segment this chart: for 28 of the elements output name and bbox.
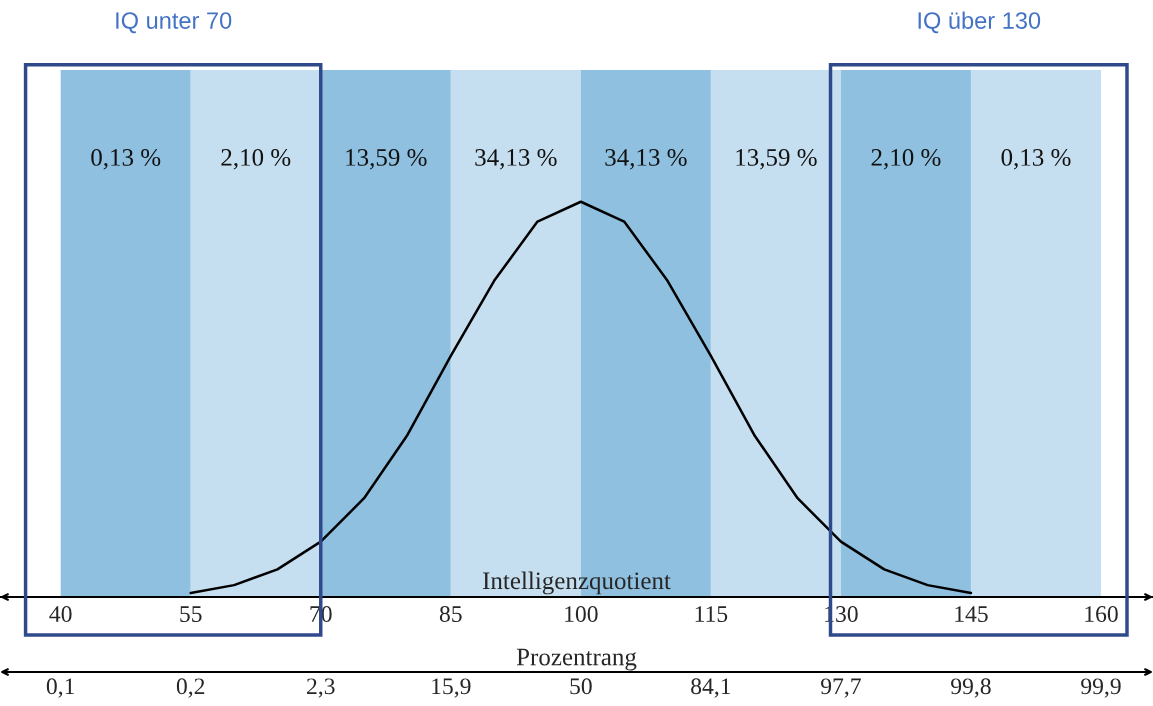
band-label: 2,10 %: [871, 148, 941, 170]
text: 97,7: [821, 678, 861, 698]
text: 99,8: [951, 678, 991, 698]
band-label: 0,13 %: [1001, 148, 1071, 170]
x-tick-label: 145: [955, 606, 988, 622]
text: 15,9: [432, 678, 471, 698]
band-label: 13,59 %: [736, 148, 817, 170]
text: IQ unter 70: [116, 12, 232, 34]
x-tick-label: 115: [695, 606, 728, 622]
text: 50: [570, 678, 592, 695]
x-tick-label: 100: [565, 606, 598, 622]
band-label: 0,13 %: [91, 148, 161, 170]
text: 0,2: [176, 678, 205, 698]
x-tick-label: 40: [49, 606, 72, 622]
text: IQ über 130: [918, 11, 1041, 34]
x-axis-title: Intelligenzquotient: [482, 571, 671, 595]
text: 84,1: [691, 678, 731, 698]
band-label: 34,13 %: [605, 148, 687, 170]
band-label: 34,13 %: [475, 148, 557, 170]
band-label: 13,59 %: [346, 148, 427, 170]
x-tick-label: 55: [180, 606, 202, 622]
text: 0,1: [46, 678, 75, 698]
x-tick-label: 85: [439, 606, 462, 622]
text: Prozentrang: [516, 648, 637, 671]
x-tick-label: 160: [1085, 606, 1118, 622]
text: 99,9: [1081, 678, 1121, 698]
text: 2,3: [307, 678, 335, 698]
band-label: 2,10 %: [221, 148, 291, 170]
